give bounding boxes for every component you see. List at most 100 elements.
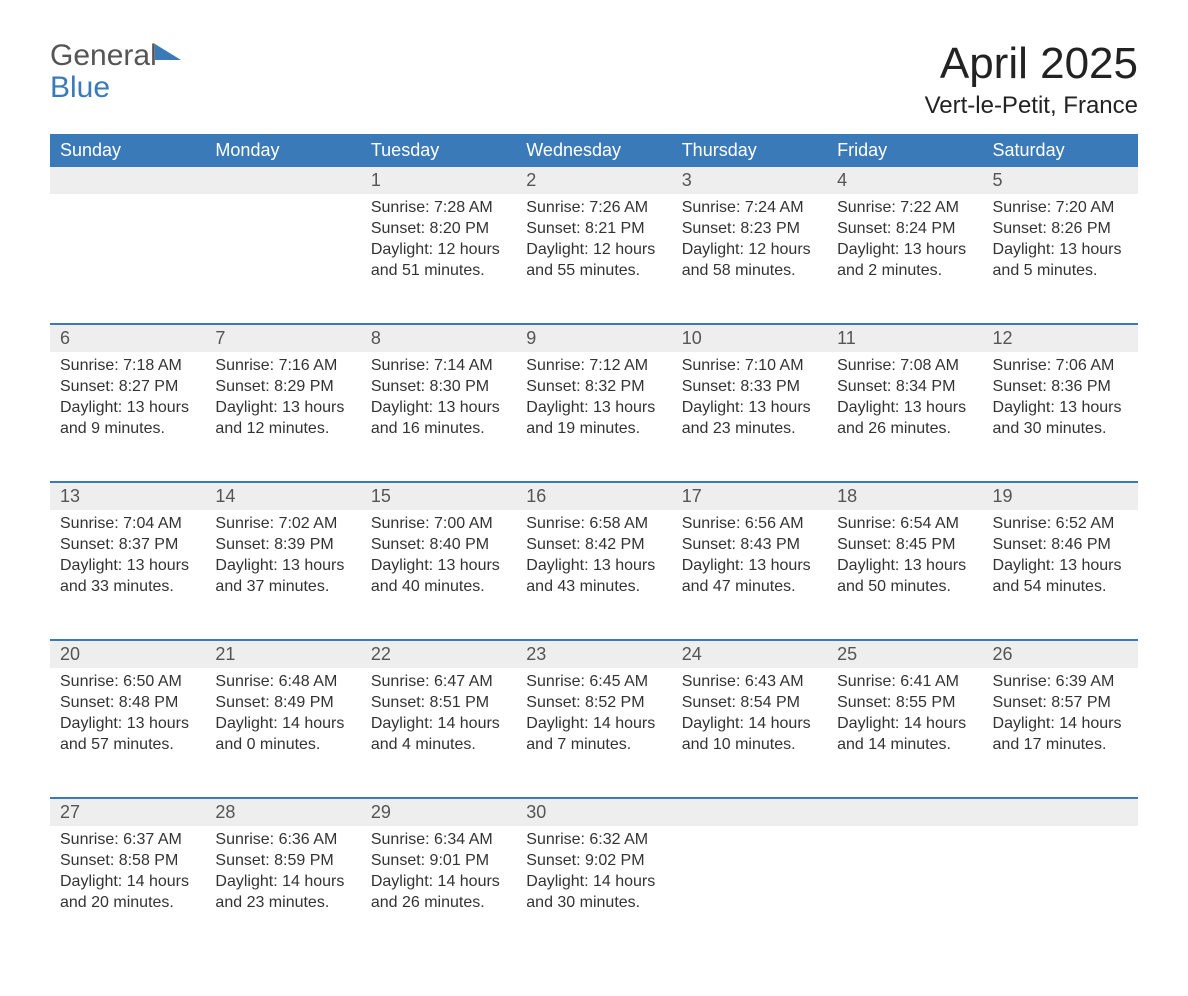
sunrise-text: Sunrise: 6:37 AM <box>60 830 195 851</box>
daylight-text: Daylight: 14 hours <box>526 714 661 735</box>
daylight-text: and 57 minutes. <box>60 735 195 756</box>
day-number-cell <box>983 798 1138 826</box>
day-data-cell: Sunrise: 7:18 AMSunset: 8:27 PMDaylight:… <box>50 352 205 482</box>
day-number-row: 20212223242526 <box>50 640 1138 668</box>
day-number-cell: 2 <box>516 167 671 194</box>
day-number-cell: 28 <box>205 798 360 826</box>
daylight-text: Daylight: 12 hours <box>371 240 506 261</box>
sunrise-text: Sunrise: 6:32 AM <box>526 830 661 851</box>
title-month: April 2025 <box>925 40 1138 88</box>
day-data-cell: Sunrise: 6:37 AMSunset: 8:58 PMDaylight:… <box>50 826 205 956</box>
daylight-text: Daylight: 13 hours <box>526 398 661 419</box>
day-number-cell: 19 <box>983 482 1138 510</box>
daylight-text: Daylight: 14 hours <box>371 872 506 893</box>
calendar-head: Sunday Monday Tuesday Wednesday Thursday… <box>50 134 1138 167</box>
weekday-label: Thursday <box>672 134 827 167</box>
daylight-text: Daylight: 13 hours <box>215 398 350 419</box>
sunset-text: Sunset: 8:37 PM <box>60 535 195 556</box>
sunrise-text: Sunrise: 7:22 AM <box>837 198 972 219</box>
daylight-text: Daylight: 13 hours <box>837 398 972 419</box>
sunrise-text: Sunrise: 6:48 AM <box>215 672 350 693</box>
day-data-cell: Sunrise: 6:43 AMSunset: 8:54 PMDaylight:… <box>672 668 827 798</box>
sunrise-text: Sunrise: 7:18 AM <box>60 356 195 377</box>
sunrise-text: Sunrise: 6:52 AM <box>993 514 1128 535</box>
calendar-body: 12345Sunrise: 7:28 AMSunset: 8:20 PMDayl… <box>50 167 1138 956</box>
day-data-row: Sunrise: 7:04 AMSunset: 8:37 PM Daylight:… <box>50 510 1138 640</box>
sunrise-text: Sunrise: 7:20 AM <box>993 198 1128 219</box>
daylight-text: and 2 minutes. <box>837 261 972 282</box>
day-data-cell: Sunrise: 7:16 AMSunset: 8:29 PMDaylight:… <box>205 352 360 482</box>
day-data-cell: Sunrise: 6:48 AMSunset: 8:49 PMDaylight:… <box>205 668 360 798</box>
day-data-cell: Sunrise: 7:14 AMSunset: 8:30 PMDaylight:… <box>361 352 516 482</box>
daylight-text: and 16 minutes. <box>371 419 506 440</box>
daylight-text: and 26 minutes. <box>371 893 506 914</box>
sunrise-text: Sunrise: 7:00 AM <box>371 514 506 535</box>
day-number-cell: 25 <box>827 640 982 668</box>
day-number-cell: 30 <box>516 798 671 826</box>
day-data-cell: Sunrise: 6:32 AMSunset: 9:02 PMDaylight:… <box>516 826 671 956</box>
title-location: Vert-le-Petit, France <box>925 92 1138 120</box>
day-number-cell <box>205 167 360 194</box>
page-header: General Blue April 2025 Vert-le-Petit, F… <box>50 40 1138 120</box>
sunrise-text: Sunrise: 6:34 AM <box>371 830 506 851</box>
sunrise-text: Sunrise: 7:04 AM <box>60 514 195 535</box>
day-data-cell: Sunrise: 7:28 AMSunset: 8:20 PMDaylight:… <box>361 194 516 324</box>
daylight-text: and 55 minutes. <box>526 261 661 282</box>
day-number-cell: 15 <box>361 482 516 510</box>
daylight-text: Daylight: 13 hours <box>993 556 1128 577</box>
day-number-row: 12345 <box>50 167 1138 194</box>
daylight-text: and 5 minutes. <box>993 261 1128 282</box>
weekday-label: Sunday <box>50 134 205 167</box>
daylight-text: and 37 minutes. <box>215 577 350 598</box>
daylight-text: Daylight: 14 hours <box>371 714 506 735</box>
day-data-cell: Sunrise: 7:08 AMSunset: 8:34 PMDaylight:… <box>827 352 982 482</box>
daylight-text: and 47 minutes. <box>682 577 817 598</box>
sunrise-text: Sunrise: 7:02 AM <box>215 514 350 535</box>
sunrise-text: Sunrise: 6:56 AM <box>682 514 817 535</box>
daylight-text: Daylight: 13 hours <box>993 240 1128 261</box>
sunset-text: Sunset: 8:39 PM <box>215 535 350 556</box>
day-data-cell: Sunrise: 7:24 AMSunset: 8:23 PMDaylight:… <box>672 194 827 324</box>
sunset-text: Sunset: 8:57 PM <box>993 693 1128 714</box>
day-data-cell: Sunrise: 6:45 AMSunset: 8:52 PMDaylight:… <box>516 668 671 798</box>
sunrise-text: Sunrise: 7:24 AM <box>682 198 817 219</box>
daylight-text: and 30 minutes. <box>526 893 661 914</box>
day-number-cell: 5 <box>983 167 1138 194</box>
daylight-text: Daylight: 13 hours <box>993 398 1128 419</box>
day-number-cell: 3 <box>672 167 827 194</box>
day-data-cell: Sunrise: 6:36 AMSunset: 8:59 PMDaylight:… <box>205 826 360 956</box>
daylight-text: and 50 minutes. <box>837 577 972 598</box>
day-number-cell <box>827 798 982 826</box>
day-data-row: Sunrise: 6:50 AMSunset: 8:48 PMDaylight:… <box>50 668 1138 798</box>
day-number-cell: 27 <box>50 798 205 826</box>
weekday-label: Friday <box>827 134 982 167</box>
daylight-text: Daylight: 13 hours <box>371 556 506 577</box>
day-number-cell: 21 <box>205 640 360 668</box>
day-number-cell: 12 <box>983 324 1138 352</box>
daylight-text: Daylight: 13 hours <box>682 556 817 577</box>
day-number-cell: 14 <box>205 482 360 510</box>
sunrise-text: Sunrise: 6:58 AM <box>526 514 661 535</box>
sunrise-text: Sunrise: 6:50 AM <box>60 672 195 693</box>
daylight-text: and 33 minutes. <box>60 577 195 598</box>
daylight-text: Daylight: 12 hours <box>526 240 661 261</box>
sunrise-text: Sunrise: 6:39 AM <box>993 672 1128 693</box>
sunrise-text: Sunrise: 7:06 AM <box>993 356 1128 377</box>
sunset-text: Sunset: 8:52 PM <box>526 693 661 714</box>
daylight-text: and 10 minutes. <box>682 735 817 756</box>
day-number-cell: 26 <box>983 640 1138 668</box>
day-data-cell <box>827 826 982 956</box>
day-data-cell: Sunrise: 6:52 AMSunset: 8:46 PMDaylight:… <box>983 510 1138 640</box>
daylight-text: Daylight: 14 hours <box>993 714 1128 735</box>
sunrise-text: Sunrise: 6:45 AM <box>526 672 661 693</box>
weekday-label: Wednesday <box>516 134 671 167</box>
sunset-text: Sunset: 8:51 PM <box>371 693 506 714</box>
daylight-text: and 23 minutes. <box>682 419 817 440</box>
daylight-text: Daylight: 13 hours <box>837 240 972 261</box>
logo-triangle-icon <box>155 44 181 60</box>
sunrise-text: Sunrise: 6:47 AM <box>371 672 506 693</box>
daylight-text: and 0 minutes. <box>215 735 350 756</box>
daylight-text: and 40 minutes. <box>371 577 506 598</box>
day-number-cell: 13 <box>50 482 205 510</box>
day-data-cell: Sunrise: 6:41 AMSunset: 8:55 PMDaylight:… <box>827 668 982 798</box>
